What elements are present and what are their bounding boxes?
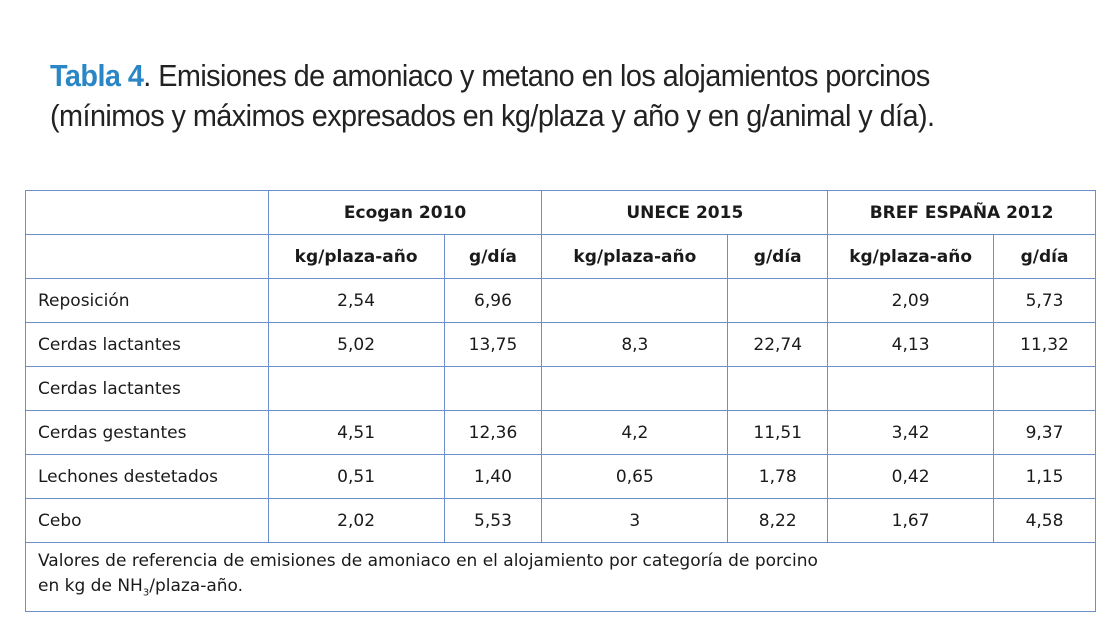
value-cell: 4,13 <box>827 322 995 367</box>
group-header: BREF ESPAÑA 2012 <box>827 190 1096 235</box>
value-cell: 0,65 <box>541 454 729 499</box>
value-cell: 0,51 <box>267 454 445 499</box>
table-row: Lechones destetados 0,51 1,40 0,65 1,78 0,42 1… <box>25 454 1096 499</box>
unit-header: kg/plaza-año <box>541 234 729 279</box>
note-line-2-post: /plaza-año. <box>149 575 244 596</box>
corner-cell <box>25 190 269 235</box>
unit-header: g/día <box>443 234 543 279</box>
value-cell: 3,42 <box>827 410 995 455</box>
units-corner-cell <box>25 234 269 279</box>
value-cell <box>827 366 995 411</box>
value-cell: 1,78 <box>727 454 829 499</box>
value-cell: 4,58 <box>993 498 1096 543</box>
table-caption: Tabla 4. Emisiones de amoniaco y metano … <box>50 56 999 136</box>
emissions-table: Ecogan 2010 UNECE 2015 BREF ESPAÑA 2012 … <box>25 190 1096 612</box>
value-cell: 5,73 <box>993 278 1096 323</box>
note-line-1: Valores de referencia de emisiones de am… <box>38 550 818 571</box>
value-cell <box>443 366 543 411</box>
unit-header: g/día <box>727 234 829 279</box>
value-cell: 2,02 <box>267 498 445 543</box>
value-cell: 5,53 <box>443 498 543 543</box>
value-cell: 11,32 <box>993 322 1096 367</box>
value-cell: 9,37 <box>993 410 1096 455</box>
caption-label: Tabla 4 <box>50 58 144 93</box>
row-label: Cerdas lactantes <box>25 322 269 367</box>
table-row: Reposición 2,54 6,96 2,09 5,73 <box>25 278 1096 323</box>
row-label: Cerdas lactantes <box>25 366 269 411</box>
table-note: Valores de referencia de emisiones de am… <box>25 542 1096 612</box>
value-cell <box>993 366 1096 411</box>
value-cell: 1,40 <box>443 454 543 499</box>
table-row: Cerdas lactantes <box>25 366 1096 411</box>
table-row: Cebo 2,02 5,53 3 8,22 1,67 4,58 <box>25 498 1096 543</box>
value-cell: 12,36 <box>443 410 543 455</box>
table-row: Cerdas lactantes 5,02 13,75 8,3 22,74 4,13 11,… <box>25 322 1096 367</box>
group-header: Ecogan 2010 <box>267 190 543 235</box>
value-cell <box>727 278 829 323</box>
row-label: Reposición <box>25 278 269 323</box>
unit-header: kg/plaza-año <box>827 234 995 279</box>
value-cell: 2,09 <box>827 278 995 323</box>
unit-header: kg/plaza-año <box>267 234 445 279</box>
value-cell: 4,51 <box>267 410 445 455</box>
row-label: Lechones destetados <box>25 454 269 499</box>
unit-header: g/día <box>993 234 1096 279</box>
units-header-row: kg/plaza-año g/día kg/plaza-año g/día kg… <box>25 234 1096 279</box>
value-cell: 11,51 <box>727 410 829 455</box>
value-cell: 8,3 <box>541 322 729 367</box>
value-cell: 8,22 <box>727 498 829 543</box>
value-cell <box>727 366 829 411</box>
value-cell: 1,67 <box>827 498 995 543</box>
value-cell: 3 <box>541 498 729 543</box>
value-cell: 1,15 <box>993 454 1096 499</box>
group-header-row: Ecogan 2010 UNECE 2015 BREF ESPAÑA 2012 <box>25 190 1096 235</box>
caption-text: . Emisiones de amoniaco y metano en los … <box>50 58 935 133</box>
value-cell: 2,54 <box>267 278 445 323</box>
value-cell <box>541 366 729 411</box>
table-row: Cerdas gestantes 4,51 12,36 4,2 11,51 3,42 9,3… <box>25 410 1096 455</box>
group-header: UNECE 2015 <box>541 190 829 235</box>
value-cell: 22,74 <box>727 322 829 367</box>
note-subscript: 3 <box>142 587 150 599</box>
note-row: Valores de referencia de emisiones de am… <box>25 542 1096 612</box>
value-cell <box>541 278 729 323</box>
value-cell: 13,75 <box>443 322 543 367</box>
value-cell <box>267 366 445 411</box>
note-line-2-pre: en kg de NH <box>38 575 143 596</box>
value-cell: 0,42 <box>827 454 995 499</box>
row-label: Cebo <box>25 498 269 543</box>
value-cell: 4,2 <box>541 410 729 455</box>
value-cell: 6,96 <box>443 278 543 323</box>
value-cell: 5,02 <box>267 322 445 367</box>
row-label: Cerdas gestantes <box>25 410 269 455</box>
